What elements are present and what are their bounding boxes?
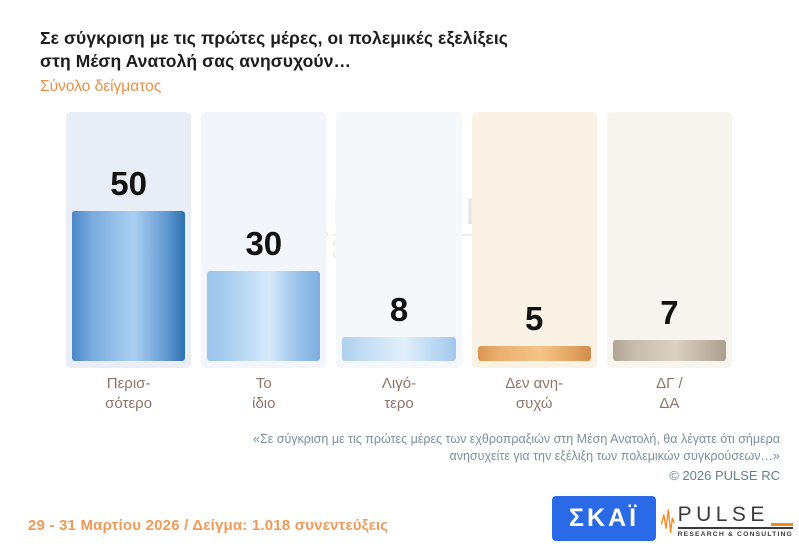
- chart-column: 8: [336, 112, 462, 368]
- bar-value: 5: [525, 300, 544, 337]
- fieldwork-info: 29 - 31 Μαρτίου 2026 / Δείγμα: 1.018 συν…: [28, 517, 389, 534]
- bar: [477, 346, 591, 361]
- category-label: Δεν ανη- συχώ: [505, 375, 564, 412]
- bar-value: 8: [389, 291, 409, 328]
- chart-subtitle: Σύνολο δείγματος: [40, 78, 162, 95]
- pulse-waveform-icon: [661, 509, 675, 533]
- bar: [72, 211, 186, 361]
- category-label: ΔΓ / ΔΑ: [656, 375, 683, 412]
- skai-logo: ΣΚΑΪ: [552, 496, 656, 541]
- bar-chart: 50 30 8 5 7: [66, 112, 733, 368]
- pulse-logo-divider: [677, 523, 793, 529]
- category-label: Περισ- σότερο: [105, 375, 153, 412]
- bar-value: 30: [245, 225, 283, 262]
- chart-column: 30: [201, 112, 327, 368]
- copyright-text: © 2026 PULSE RC: [669, 468, 780, 483]
- header: Σε σύγκριση με τις πρώτες μέρες, οι πολε…: [40, 27, 508, 96]
- pulse-logo-orange-mark: [771, 523, 793, 526]
- chart-column: 5: [471, 112, 597, 368]
- category-axis: Περισ- σότερο Το ίδιο Λιγό- τερο Δεν ανη…: [66, 374, 732, 414]
- category-label: Το ίδιο: [252, 375, 276, 412]
- bar: [342, 337, 456, 361]
- pulse-logo-text: PULSE RESEARCH & CONSULTING: [677, 503, 793, 538]
- skai-logo-text: ΣΚΑΪ: [568, 504, 640, 532]
- pulse-logo-tagline: RESEARCH & CONSULTING: [677, 531, 793, 538]
- bar-value: 7: [660, 294, 679, 331]
- category-label: Λιγό- τερο: [381, 375, 417, 412]
- survey-question-text: «Σε σύγκριση με τις πρώτες μέρες των εχθ…: [253, 432, 780, 463]
- pulse-logo-brand: PULSE: [677, 503, 769, 526]
- chart-title: Σε σύγκριση με τις πρώτες μέρες, οι πολε…: [40, 28, 508, 71]
- chart-column: 7: [606, 112, 733, 368]
- bar: [207, 271, 321, 361]
- pulse-logo: PULSE RESEARCH & CONSULTING: [661, 496, 793, 546]
- bar-value: 50: [110, 165, 147, 202]
- footnote: «Σε σύγκριση με τις πρώτες μέρες των εχθ…: [140, 431, 780, 483]
- bar: [612, 340, 727, 361]
- chart-column: 50: [66, 112, 192, 368]
